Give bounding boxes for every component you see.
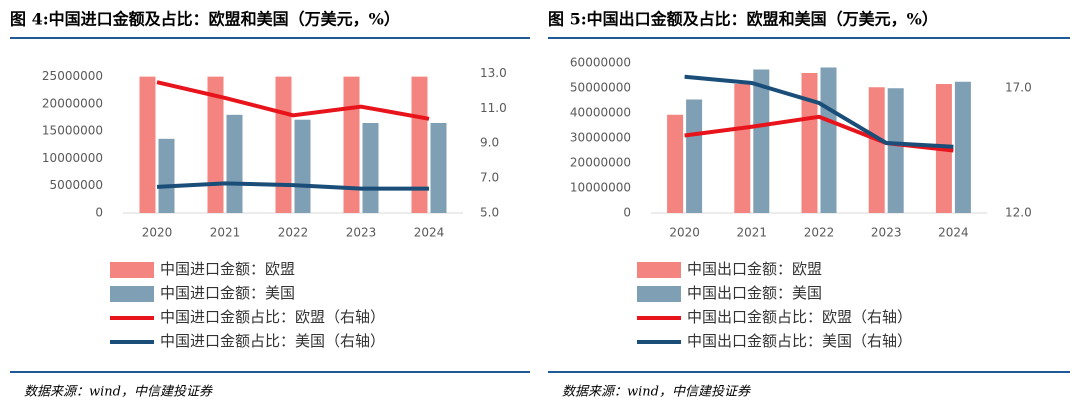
- legend-label: 中国出口金额：欧盟: [687, 260, 822, 278]
- bar: [667, 114, 684, 213]
- legend-label: 中国出口金额：美国: [687, 284, 822, 302]
- y-tick-label: 0: [623, 206, 631, 220]
- x-tick-label: 2020: [142, 226, 173, 240]
- y-tick-label: 10000000: [42, 151, 103, 165]
- y2-tick-label: 7.0: [480, 171, 499, 185]
- x-tick-label: 2021: [210, 226, 241, 240]
- legend-swatch: [110, 262, 154, 278]
- line-series: [156, 80, 430, 121]
- bar: [294, 119, 311, 213]
- y-tick-label: 20000000: [570, 156, 631, 170]
- legend-label: 中国进口金额：美国: [160, 284, 295, 302]
- y-tick-label: 30000000: [570, 131, 631, 145]
- y2-tick-label: 11.0: [480, 101, 507, 115]
- y2-tick-label: 9.0: [480, 136, 499, 150]
- y-tick-label: 60000000: [570, 56, 631, 70]
- x-tick-label: 2024: [938, 226, 969, 240]
- y-tick-label: 50000000: [570, 81, 631, 95]
- y-tick-label: 0: [95, 206, 103, 220]
- bar: [411, 76, 428, 214]
- bar: [158, 138, 175, 213]
- legend-swatch: [637, 286, 681, 302]
- x-tick-label: 2020: [669, 226, 700, 240]
- x-tick-label: 2024: [414, 226, 445, 240]
- y-tick-label: 15000000: [42, 124, 103, 138]
- source-note: 数据来源：wind，中信建投证券: [24, 385, 213, 400]
- x-tick-label: 2023: [346, 226, 377, 240]
- y2-tick-label: 13.0: [480, 66, 507, 80]
- x-tick-label: 2021: [737, 226, 768, 240]
- source-note: 数据来源：wind，中信建投证券: [562, 385, 751, 400]
- legend-label: 中国进口金额占比：欧盟（右轴）: [160, 308, 385, 326]
- legend-label: 中国出口金额占比：美国（右轴）: [687, 332, 912, 350]
- y-tick-label: 20000000: [42, 96, 103, 110]
- bar: [275, 76, 292, 214]
- bar: [343, 76, 360, 214]
- y2-tick-label: 17.0: [1005, 81, 1032, 95]
- legend-label: 中国进口金额占比：美国（右轴）: [160, 332, 385, 350]
- bar: [820, 67, 837, 213]
- y-tick-label: 5000000: [50, 178, 103, 192]
- bar: [139, 76, 156, 214]
- bar: [207, 76, 224, 214]
- bar: [430, 123, 447, 213]
- x-tick-label: 2022: [278, 226, 309, 240]
- bar: [887, 88, 904, 213]
- bar: [734, 84, 751, 213]
- x-tick-label: 2023: [871, 226, 902, 240]
- y2-tick-label: 12.0: [1005, 206, 1032, 220]
- legend-label: 中国进口金额：欧盟: [160, 260, 295, 278]
- bar: [362, 123, 379, 213]
- y-tick-label: 40000000: [570, 106, 631, 120]
- y-tick-label: 25000000: [42, 69, 103, 83]
- y-tick-label: 10000000: [570, 181, 631, 195]
- chart-title: 图 4:中国进口金额及占比：欧盟和美国（万美元，%）: [10, 10, 400, 29]
- bar: [753, 69, 770, 213]
- chart-title: 图 5:中国出口金额及占比：欧盟和美国（万美元，%）: [548, 10, 938, 29]
- bar: [801, 73, 818, 213]
- y2-tick-label: 5.0: [480, 206, 499, 220]
- x-tick-label: 2022: [804, 226, 835, 240]
- legend-label: 中国出口金额占比：欧盟（右轴）: [687, 308, 912, 326]
- bar: [686, 99, 703, 213]
- legend-swatch: [637, 262, 681, 278]
- line-series: [156, 181, 429, 191]
- bar: [868, 87, 885, 213]
- line-series: [684, 74, 954, 149]
- legend-swatch: [110, 286, 154, 302]
- bar: [226, 114, 243, 213]
- bar: [954, 81, 971, 213]
